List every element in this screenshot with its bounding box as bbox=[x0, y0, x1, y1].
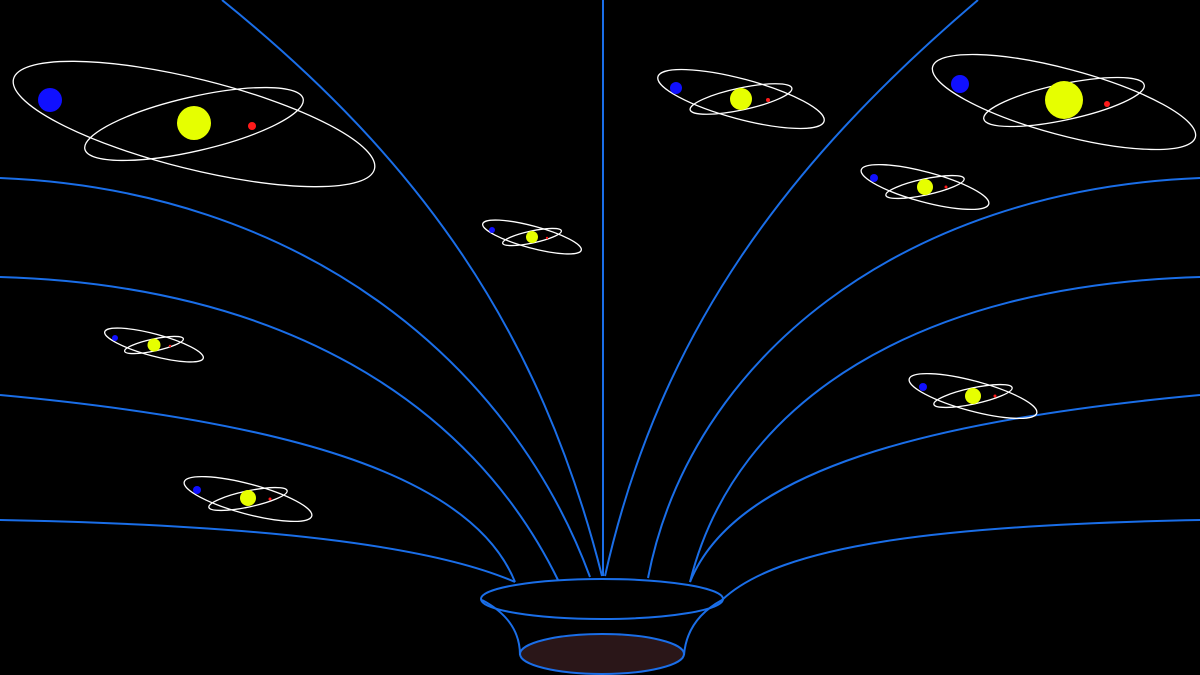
orbital-system bbox=[931, 53, 1197, 151]
orbit-inner bbox=[84, 86, 304, 162]
small-planet bbox=[168, 344, 172, 348]
star bbox=[147, 338, 161, 352]
large-planet bbox=[193, 486, 201, 494]
orbital-system bbox=[860, 163, 990, 211]
orbit-outer bbox=[183, 475, 313, 523]
orbit-inner bbox=[501, 227, 563, 247]
small-planet bbox=[268, 497, 272, 501]
orbital-system bbox=[104, 327, 204, 363]
small-planet bbox=[248, 122, 256, 130]
large-planet bbox=[112, 335, 118, 341]
large-planet bbox=[919, 383, 927, 391]
orbital-system bbox=[908, 372, 1038, 420]
well-left-wall bbox=[481, 599, 521, 656]
field-line-right-1 bbox=[721, 519, 1200, 601]
orbital-system bbox=[482, 219, 582, 255]
large-planet bbox=[870, 174, 878, 182]
field-lines bbox=[0, 0, 1200, 601]
orbit-outer bbox=[657, 68, 825, 130]
orbit-outer bbox=[12, 60, 376, 188]
orbit-outer bbox=[104, 327, 204, 363]
orbit-inner bbox=[933, 383, 1013, 409]
field-line-right-3 bbox=[689, 276, 1200, 583]
star bbox=[730, 88, 752, 110]
well-floor bbox=[519, 633, 685, 675]
star bbox=[240, 490, 256, 506]
star bbox=[965, 388, 981, 404]
large-planet bbox=[670, 82, 682, 94]
orbit-outer bbox=[860, 163, 990, 211]
orbit-outer bbox=[908, 372, 1038, 420]
small-planet bbox=[993, 394, 997, 398]
small-planet bbox=[944, 185, 948, 189]
star bbox=[917, 179, 933, 195]
large-planet bbox=[489, 227, 495, 233]
field-line-left-2 bbox=[0, 394, 516, 583]
small-planet bbox=[1104, 101, 1110, 107]
orbital-system bbox=[657, 68, 825, 130]
field-line-left-4 bbox=[0, 177, 591, 578]
small-planet bbox=[766, 98, 770, 102]
star bbox=[177, 106, 211, 140]
well-rim bbox=[480, 578, 724, 620]
field-line-left-1 bbox=[0, 519, 516, 583]
gravity-well bbox=[480, 578, 724, 675]
field-line-left-5 bbox=[221, 0, 603, 577]
field-line-right-4 bbox=[647, 177, 1200, 579]
orbit-inner bbox=[689, 83, 793, 115]
orbit-outer bbox=[482, 219, 582, 255]
orbital-systems bbox=[12, 53, 1197, 523]
field-line-right-5 bbox=[604, 0, 979, 577]
orbital-system bbox=[183, 475, 313, 523]
well-right-wall bbox=[683, 599, 723, 656]
star bbox=[1045, 81, 1083, 119]
field-line-left-3 bbox=[0, 276, 559, 581]
small-planet bbox=[545, 236, 549, 240]
orbital-system bbox=[12, 60, 376, 188]
field-line-right-2 bbox=[689, 394, 1200, 583]
large-planet bbox=[951, 75, 969, 93]
orbit-outer bbox=[931, 53, 1197, 151]
star bbox=[526, 231, 538, 243]
large-planet bbox=[38, 88, 62, 112]
